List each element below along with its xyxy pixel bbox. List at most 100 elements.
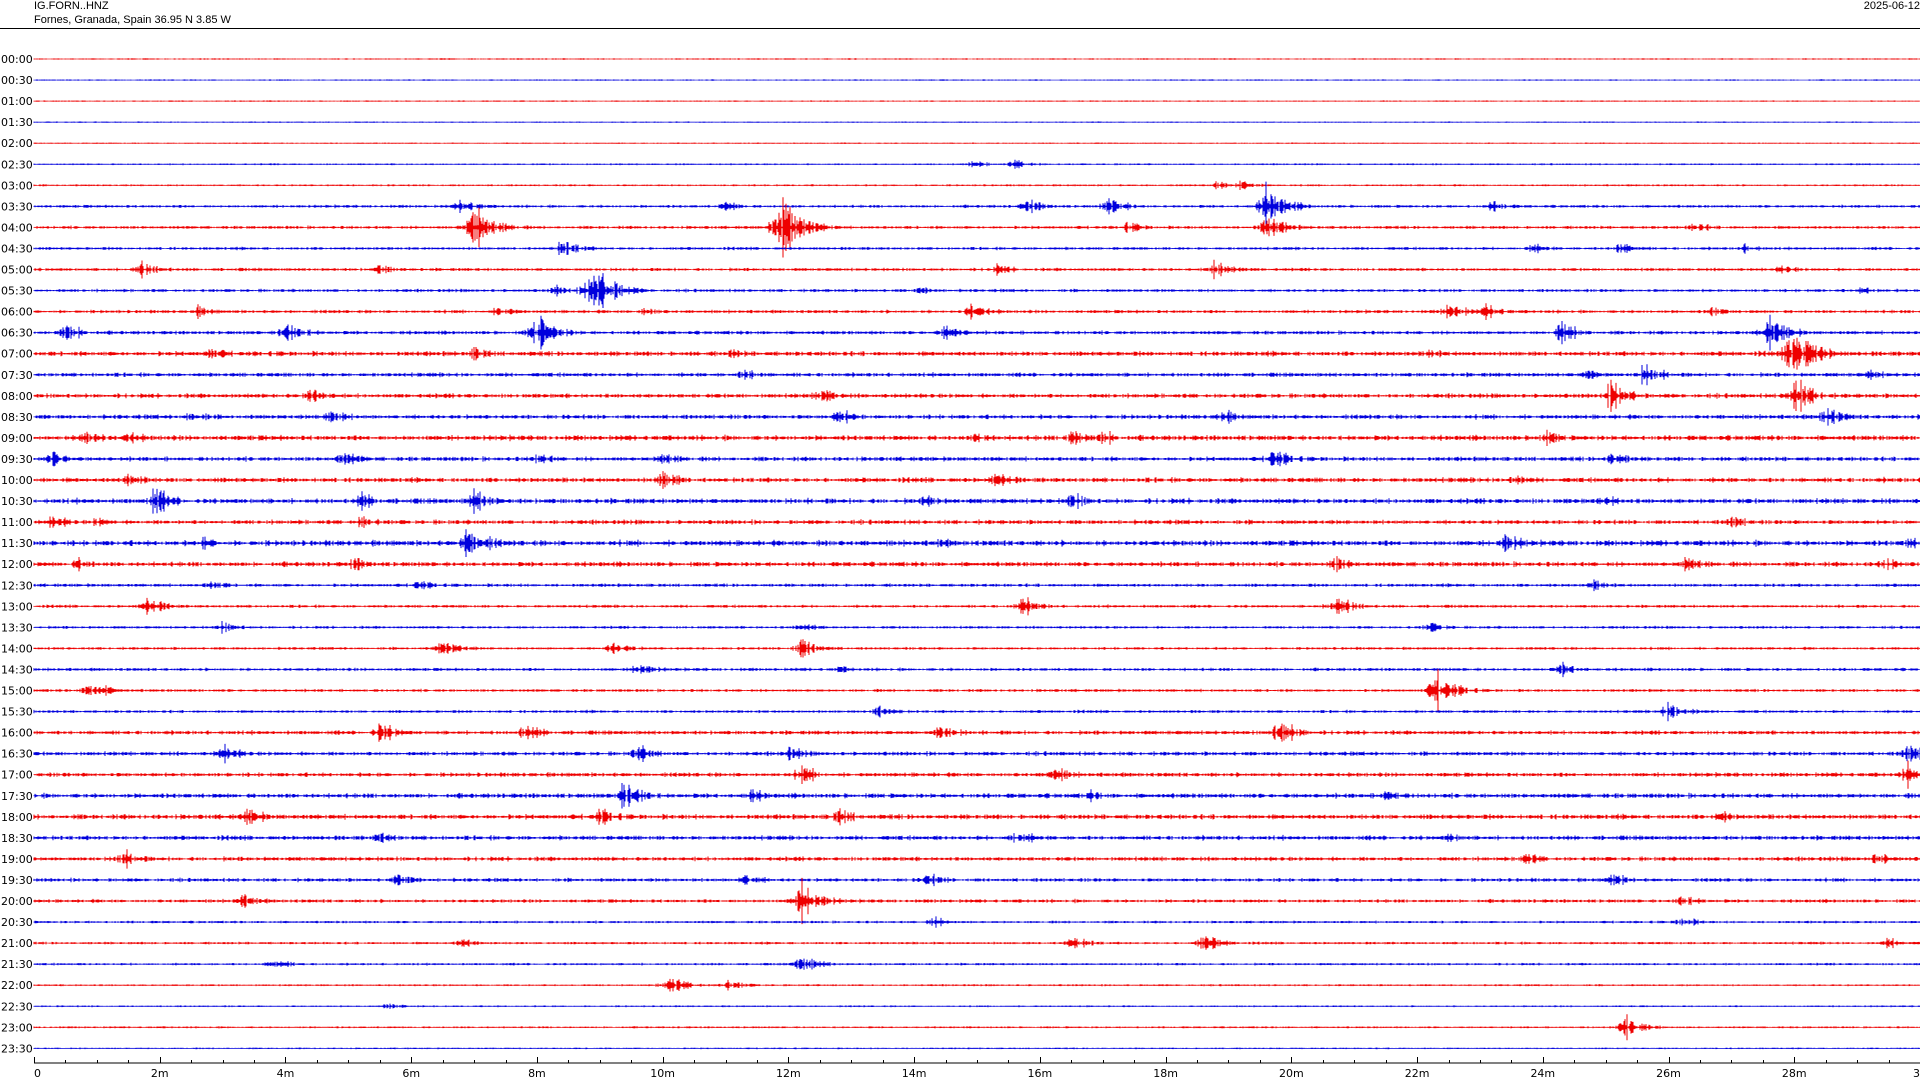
trace-row-1330 [33, 621, 1920, 634]
row-time-label: 16:00 [1, 727, 33, 740]
trace-row-2100 [33, 936, 1920, 950]
trace-row-1400 [33, 639, 1920, 658]
trace-row-0130 [33, 121, 1920, 123]
trace-row-2200 [33, 978, 1920, 992]
x-tick-label: 14m [902, 1067, 927, 1080]
row-time-label: 14:30 [1, 663, 33, 676]
row-time-label: 14:00 [1, 642, 33, 655]
trace-row-1500 [33, 669, 1920, 712]
trace-row-0100 [33, 100, 1920, 102]
row-time-label: 09:00 [1, 432, 33, 445]
trace-row-0800 [33, 379, 1920, 412]
x-tick-label: 18m [1153, 1067, 1178, 1080]
trace-row-1700 [33, 760, 1920, 789]
row-time-label: 01:00 [1, 95, 33, 108]
trace-row-0230 [33, 159, 1920, 169]
row-time-label: 00:00 [1, 53, 33, 66]
trace-row-0530 [33, 273, 1920, 308]
trace-row-1730 [33, 783, 1920, 809]
x-tick-label: 16m [1028, 1067, 1053, 1080]
x-tick-label: 12m [776, 1067, 801, 1080]
row-time-label: 03:30 [1, 200, 33, 213]
row-time-label: 01:30 [1, 116, 33, 129]
trace-row-1530 [33, 701, 1920, 722]
row-time-label: 20:00 [1, 895, 33, 908]
row-time-label: 09:30 [1, 453, 33, 466]
row-time-label: 11:30 [1, 537, 33, 550]
row-time-label: 23:30 [1, 1042, 33, 1055]
time-axis: 0 2m 4m 6m 8m 10m 12m 14m 16m 18m 20m 22m 24m 26m 28m 3… [34, 1057, 1920, 1080]
station-name: IG.FORN..HNZ [34, 0, 109, 12]
trace-row-1200 [33, 556, 1920, 573]
row-time-label: 02:30 [1, 158, 33, 171]
row-time-label: 13:00 [1, 600, 33, 613]
row-time-label: 04:30 [1, 242, 33, 255]
record-date: 2025-06-12 [1863, 0, 1920, 12]
x-tick-label: 6m [402, 1067, 420, 1080]
row-time-label: 13:30 [1, 621, 33, 634]
trace-row-2000 [33, 877, 1920, 925]
trace-row-2300 [33, 1014, 1920, 1041]
row-time-label: 15:30 [1, 706, 33, 719]
x-tick-label: 30 [1913, 1067, 1920, 1080]
x-tick-label: 8m [528, 1067, 546, 1080]
header: IG.FORN..HNZ Fornes, Granada, Spain 36.9… [0, 0, 1920, 32]
row-time-label: 12:30 [1, 579, 33, 592]
x-tick-label: 4m [277, 1067, 295, 1080]
trace-row-2130 [33, 958, 1920, 970]
row-time-label: 18:30 [1, 832, 33, 845]
row-time-label: 08:30 [1, 411, 33, 424]
row-time-label: 17:30 [1, 790, 33, 803]
x-tick-label: 20m [1279, 1067, 1304, 1080]
row-time-label: 23:00 [1, 1021, 33, 1034]
row-time-label: 19:30 [1, 874, 33, 887]
x-tick-label: 28m [1782, 1067, 1807, 1080]
row-time-label: 04:00 [1, 221, 33, 234]
row-time-label: 20:30 [1, 916, 33, 929]
trace-row-0200 [33, 142, 1920, 144]
row-time-label: 16:30 [1, 748, 33, 761]
x-tick-label: 0 [34, 1067, 41, 1080]
trace-row-1030 [33, 488, 1920, 514]
row-time-label: 17:00 [1, 769, 33, 782]
trace-row-0030 [33, 79, 1920, 81]
trace-row-0630 [33, 314, 1920, 351]
trace-row-2230 [33, 1003, 1920, 1009]
row-time-label: 06:30 [1, 327, 33, 340]
trace-row-1930 [33, 873, 1920, 887]
trace-row-0600 [33, 303, 1920, 320]
row-time-label: 07:30 [1, 369, 33, 382]
x-tick-label: 24m [1530, 1067, 1555, 1080]
row-time-label: 21:30 [1, 958, 33, 971]
trace-row-1800 [33, 808, 1920, 826]
trace-row-0500 [33, 259, 1920, 280]
trace-row-0430 [33, 241, 1920, 255]
header-rule [0, 28, 1920, 29]
row-time-label: 06:00 [1, 306, 33, 319]
trace-row-1000 [33, 471, 1920, 489]
trace-row-2030 [33, 916, 1920, 928]
trace-group [33, 58, 1920, 1050]
row-time-label: 08:00 [1, 390, 33, 403]
row-time-label: 15:00 [1, 685, 33, 698]
trace-row-0400 [33, 197, 1920, 258]
trace-row-0000 [33, 58, 1920, 60]
trace-row-1900 [33, 849, 1920, 869]
row-time-label: 10:30 [1, 495, 33, 508]
row-time-label: 18:00 [1, 811, 33, 824]
row-time-label: 22:30 [1, 1000, 33, 1013]
trace-row-2330 [33, 1047, 1920, 1050]
row-time-label: 22:00 [1, 979, 33, 992]
trace-row-0930 [33, 451, 1920, 467]
trace-row-0700 [33, 337, 1920, 370]
row-time-label: 19:00 [1, 853, 33, 866]
row-time-label: 11:00 [1, 516, 33, 529]
trace-row-0830 [33, 408, 1920, 426]
trace-row-1630 [33, 743, 1920, 764]
x-tick-label: 26m [1656, 1067, 1681, 1080]
station-location: Fornes, Granada, Spain 36.95 N 3.85 W [34, 14, 231, 26]
trace-row-1100 [33, 516, 1920, 528]
x-tick-label: 22m [1405, 1067, 1430, 1080]
row-time-label: 05:30 [1, 285, 33, 298]
